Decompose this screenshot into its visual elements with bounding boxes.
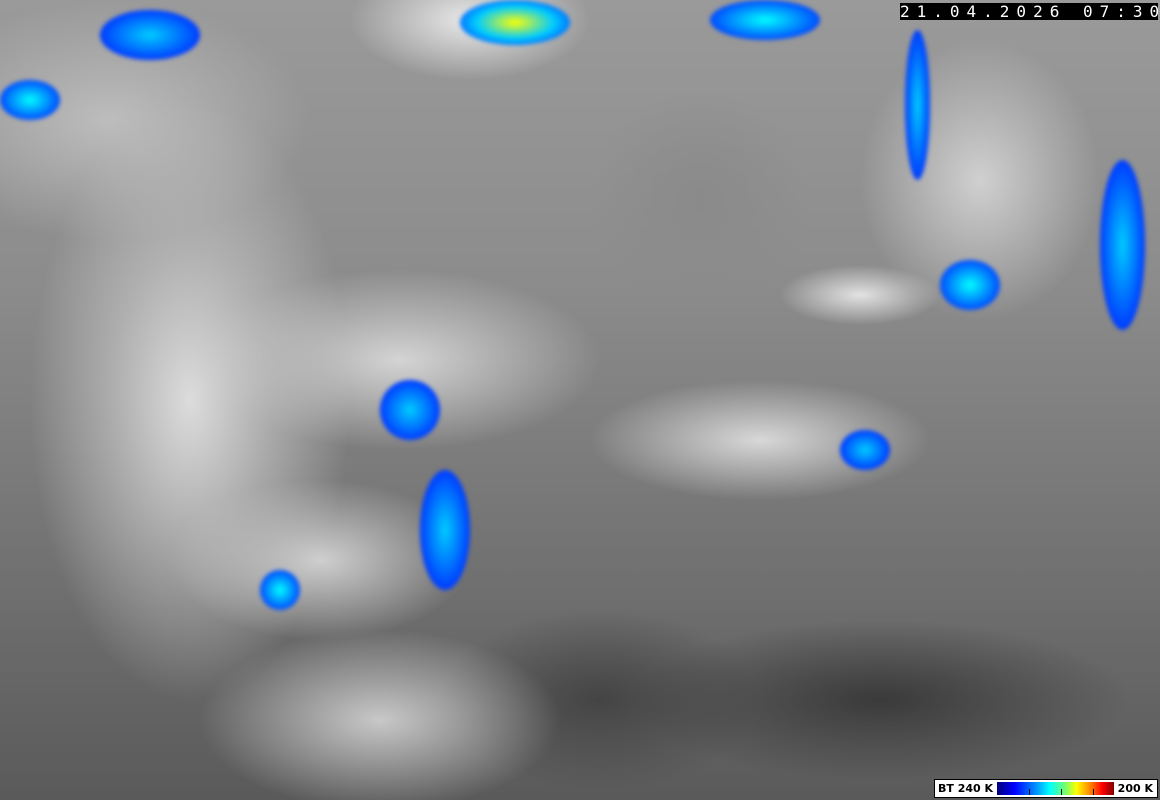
color-bar-tick [1061, 789, 1063, 795]
cold-cloud-top [710, 0, 820, 40]
cold-cloud-top [0, 80, 60, 120]
cold-cloud-top [100, 10, 200, 60]
timestamp: 21.04.2026 07:30 [900, 2, 1160, 21]
cold-cloud-top [460, 0, 570, 45]
cold-cloud-top [380, 380, 440, 440]
legend-left-label: BT 240 K [938, 782, 994, 795]
cold-cloud-top [260, 570, 300, 610]
cold-cloud-top [940, 260, 1000, 310]
color-bar-tick [1029, 789, 1031, 795]
color-bar-tick [1093, 789, 1095, 795]
cold-cloud-top [840, 430, 890, 470]
color-bar [997, 782, 1114, 795]
cold-cloud-top [1100, 160, 1145, 330]
cold-cloud-top [420, 470, 470, 590]
color-scale-legend: BT 240 K 200 K [934, 779, 1158, 798]
legend-right-label: 200 K [1117, 782, 1153, 795]
cold-cloud-top [905, 30, 930, 180]
